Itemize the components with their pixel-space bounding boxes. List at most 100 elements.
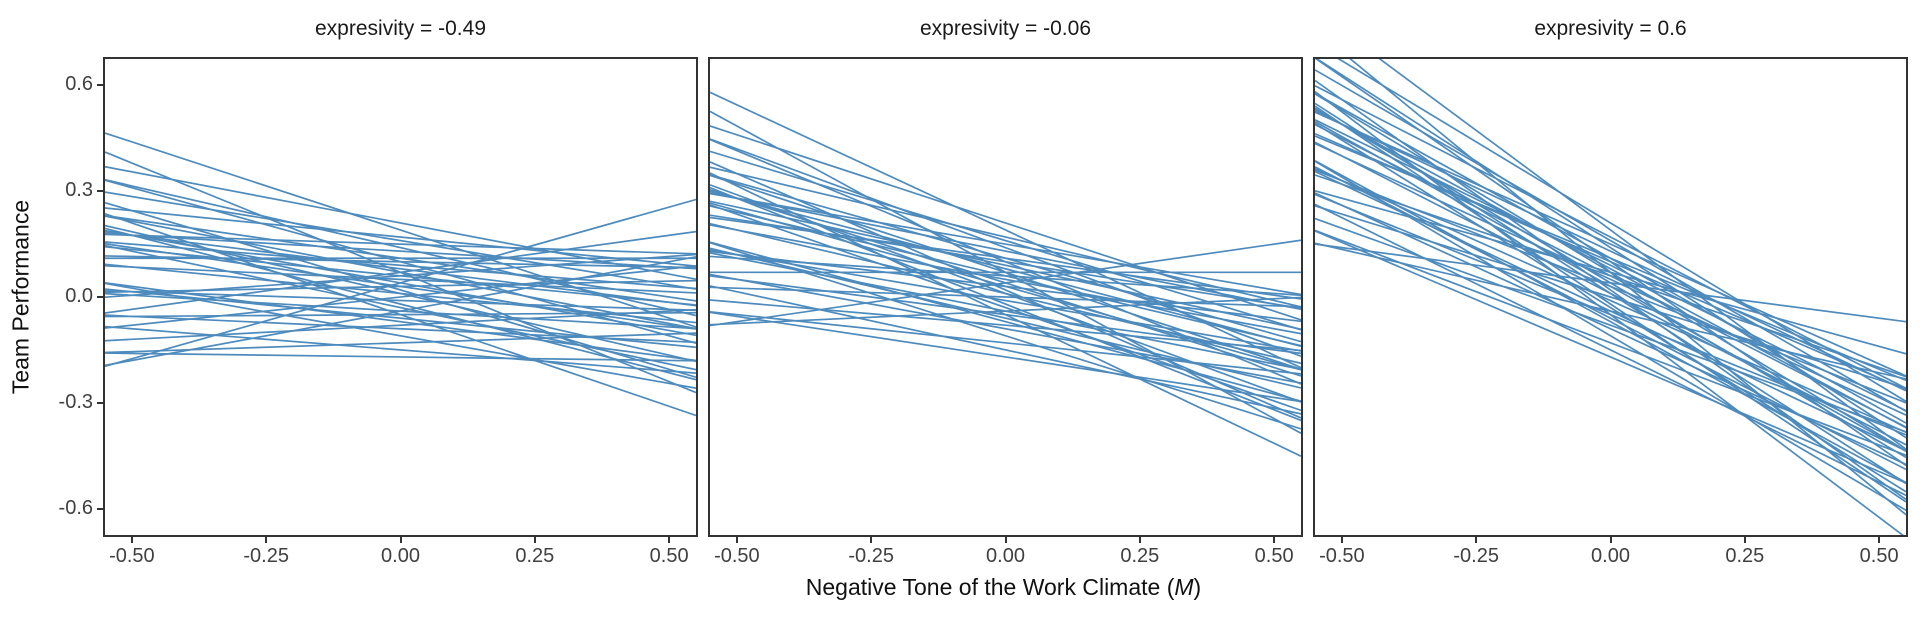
x-tick-label: -0.50 <box>1319 545 1365 567</box>
team-regression-line <box>1378 59 1906 450</box>
x-tick-mark <box>265 537 268 543</box>
y-tick-label: -0.3 <box>58 390 93 413</box>
team-regression-line <box>1315 242 1906 380</box>
team-regression-line <box>1315 122 1906 493</box>
team-regression-line <box>105 255 696 367</box>
team-regression-line <box>1315 205 1906 389</box>
team-regression-line <box>105 265 696 329</box>
team-regression-line <box>710 224 1301 335</box>
x-tick-label: 0.25 <box>1725 545 1765 567</box>
team-regression-line <box>105 241 696 290</box>
regression-lines-svg-panel-2 <box>710 91 1301 457</box>
y-tick-mark <box>97 296 103 298</box>
x-tick-mark <box>668 537 671 543</box>
x-tick-mark <box>1273 537 1276 543</box>
team-regression-line <box>105 282 696 389</box>
team-regression-line <box>1315 229 1906 457</box>
team-regression-line <box>1315 160 1906 512</box>
team-regression-line <box>105 230 696 314</box>
team-regression-line <box>1315 92 1906 424</box>
team-regression-line <box>710 192 1301 311</box>
team-regression-line <box>1315 110 1906 392</box>
x-tick-mark <box>1138 537 1141 543</box>
team-regression-line <box>1315 169 1906 404</box>
y-tick-label: 0.6 <box>65 73 93 96</box>
team-regression-line <box>105 264 696 294</box>
team-regression-line <box>710 205 1301 347</box>
team-regression-line <box>105 233 696 255</box>
x-tick-mark <box>735 537 738 543</box>
team-regression-line <box>105 231 696 307</box>
x-tick-mark <box>1340 537 1343 543</box>
team-regression-line <box>1315 142 1906 416</box>
team-regression-line <box>710 203 1301 412</box>
x-tick-label: 0.50 <box>1859 545 1899 567</box>
facet-title-expresivity-neg006: expresivity = -0.06 <box>920 17 1091 40</box>
team-regression-line <box>710 286 1301 308</box>
y-tick-mark <box>97 190 103 193</box>
x-tick-label: 0.00 <box>381 545 420 567</box>
y-tick-mark <box>97 401 103 404</box>
x-tick-mark <box>1743 537 1746 543</box>
team-regression-line <box>105 224 696 363</box>
team-regression-line <box>1315 203 1906 497</box>
team-regression-line <box>710 311 1301 403</box>
x-axis-labels-panel-2: -0.50 -0.25 0.00 0.25 0.50 <box>710 545 1301 569</box>
y-tick-label: 0.3 <box>65 179 93 202</box>
x-tick-label: -0.25 <box>848 545 894 567</box>
x-tick-label: 0.00 <box>1591 545 1630 567</box>
team-regression-line <box>1315 119 1906 412</box>
y-tick-label: 0.0 <box>65 285 93 307</box>
team-regression-line <box>105 308 696 342</box>
x-tick-label: 0.00 <box>986 545 1025 567</box>
team-regression-line <box>710 186 1301 422</box>
x-axis-title-text: Negative Tone of the Work Climate ( <box>805 574 1175 600</box>
y-axis: 0.6 0.3 0.0 -0.3 -0.6 <box>0 57 103 537</box>
team-regression-line <box>105 207 696 267</box>
x-tick-label: 0.25 <box>515 545 555 567</box>
x-tick-label: -0.50 <box>109 545 155 567</box>
x-axis-title-close-paren: ) <box>1193 574 1202 600</box>
team-regression-line <box>105 279 696 294</box>
facet-title-expresivity-neg049: expresivity = -0.49 <box>315 17 486 40</box>
team-regression-line <box>1315 102 1906 485</box>
team-regression-line <box>710 125 1301 321</box>
team-regression-line <box>105 245 696 306</box>
x-tick-mark <box>1004 537 1007 543</box>
x-axis-title: Negative Tone of the Work Climate (M) <box>103 574 1904 601</box>
team-regression-line <box>105 232 696 270</box>
x-tick-label: -0.25 <box>1453 545 1499 567</box>
x-axis-labels-panel-3: -0.50 -0.25 0.00 0.25 0.50 <box>1315 545 1906 569</box>
facet-panel-expresivity-neg006 <box>708 57 1303 537</box>
team-regression-line <box>710 299 1301 352</box>
team-regression-line <box>1315 59 1906 467</box>
team-regression-line <box>1315 166 1906 471</box>
team-regression-line <box>1315 111 1906 377</box>
team-regression-line <box>1315 190 1906 355</box>
team-regression-line <box>105 244 696 371</box>
x-tick-label: 0.25 <box>1120 545 1160 567</box>
team-regression-line <box>710 174 1301 343</box>
x-axis-ticks-panel-3 <box>1315 537 1906 545</box>
team-regression-line <box>710 285 1301 415</box>
x-tick-mark <box>130 537 133 543</box>
team-regression-line <box>105 214 696 302</box>
x-axis-ticks-panel-2 <box>710 537 1301 545</box>
team-regression-line <box>710 250 1301 323</box>
team-regression-line <box>710 249 1301 352</box>
team-regression-line <box>1315 167 1906 434</box>
team-regression-line <box>1337 59 1906 403</box>
team-regression-line <box>710 190 1301 348</box>
x-tick-label: -0.25 <box>243 545 289 567</box>
team-regression-line <box>105 227 696 381</box>
team-regression-line <box>105 179 696 345</box>
team-regression-line <box>710 172 1301 457</box>
facet-title-expresivity-06: expresivity = 0.6 <box>1534 17 1687 40</box>
team-regression-line <box>710 166 1301 308</box>
team-regression-line <box>710 296 1301 326</box>
team-regression-line <box>1315 159 1906 484</box>
x-axis-ticks-panel-1 <box>105 537 696 545</box>
team-regression-line <box>105 289 696 312</box>
y-tick-label: -0.6 <box>58 496 93 519</box>
